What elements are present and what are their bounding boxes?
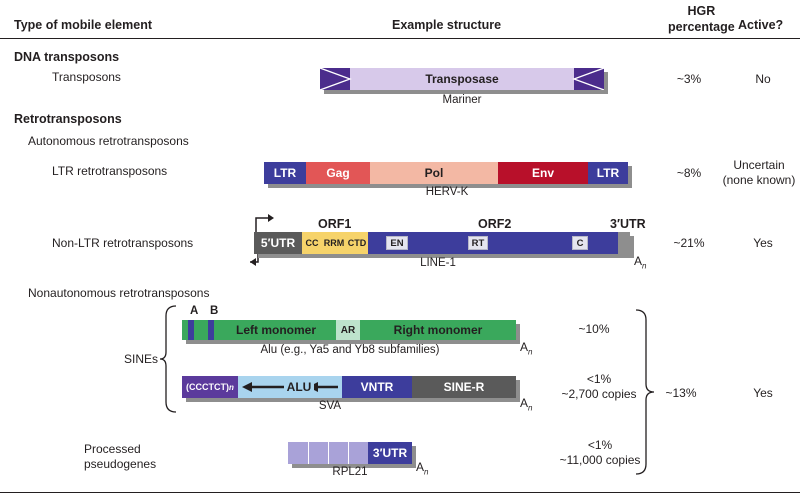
orf2-domain-rt: RT: [468, 236, 488, 250]
alu-polya: An: [520, 340, 532, 356]
rpl21-3utr-segment: 3′UTR: [368, 442, 412, 464]
label-non-ltr: Non-LTR retrotransposons: [52, 236, 194, 250]
sva-hgr: <1% ~2,700 copies: [561, 372, 637, 401]
group-active: Yes: [753, 386, 773, 400]
line-5utr-segment: 5′UTR: [254, 232, 302, 254]
sva-alu-label: ALU: [284, 376, 314, 398]
pseudo-hgr: <1% ~11,000 copies: [559, 438, 641, 467]
line1-caption: LINE-1: [420, 257, 456, 269]
section-dna-transposons: DNA transposons: [14, 50, 120, 64]
header-rule: [0, 38, 800, 39]
sva-hexamer-label: (CCCTCT): [186, 382, 230, 392]
alu-box-b-label: B: [210, 305, 219, 317]
header-type: Type of mobile element: [14, 18, 152, 32]
header-hgr: HGR percentage: [668, 4, 735, 34]
label-nonautonomous: Nonautonomous retrotransposons: [28, 286, 210, 300]
footer-rule: [0, 492, 800, 493]
line-3utr-label: 3′UTR: [610, 217, 646, 231]
orf2-domain-c: C: [572, 236, 588, 250]
sva-vntr-segment: VNTR: [342, 376, 412, 398]
mariner-element: Transposase: [320, 68, 604, 90]
ltr-active: Uncertain (none known): [722, 158, 796, 187]
alu-polya-base: A: [520, 340, 529, 354]
orf1-domain-rrm: RRM: [323, 238, 345, 248]
alu-element: Left monomer AR Right monomer: [182, 320, 516, 340]
gag-segment: Gag: [306, 162, 370, 184]
label-processed-pseudogenes: Processed pseudogenes: [84, 442, 157, 471]
line1-polya: An: [634, 254, 646, 270]
sva-alu-arrows: [242, 382, 338, 392]
rpl21-polya-base: A: [416, 460, 425, 474]
orf2-label: ORF2: [478, 217, 512, 231]
label-autonomous: Autonomous retrotransposons: [28, 134, 189, 148]
hervk-caption: HERV-K: [425, 186, 469, 198]
sva-hexamer-sub: n: [229, 382, 234, 392]
rpl21-caption: RPL21: [332, 466, 368, 478]
rpl21-exon-divider-1: [308, 442, 309, 464]
alu-box-a-label: A: [190, 305, 199, 317]
dna-active: No: [755, 72, 771, 86]
alu-box-b-mark: [208, 320, 214, 340]
ltr-hgr: ~8%: [676, 166, 702, 180]
orf1-domain-cc: CC: [305, 238, 319, 248]
sva-alu-segment: ALU: [238, 376, 342, 398]
label-sines: SINEs: [124, 352, 159, 366]
sva-polya-sub: n: [528, 403, 533, 413]
sva-polya-base: A: [520, 396, 529, 410]
line-3utr-segment: [618, 232, 630, 254]
sva-hexamer-segment: (CCCTCT) n: [182, 376, 238, 398]
mariner-tir-svg: [320, 68, 604, 90]
pol-segment: Pol: [370, 162, 498, 184]
rpl21-exon-divider-3: [348, 442, 349, 464]
alu-hgr: ~10%: [578, 322, 610, 336]
orf1-segment: CC RRM CTD: [302, 232, 368, 254]
rpl21-exon-divider-2: [328, 442, 329, 464]
group-hgr: ~13%: [665, 386, 697, 400]
header-structure: Example structure: [392, 18, 502, 32]
orf1-domain-ctd: CTD: [347, 238, 367, 248]
transposase-segment: Transposase: [425, 72, 499, 86]
label-transposons: Transposons: [52, 70, 121, 84]
alu-polya-sub: n: [528, 347, 533, 357]
alu-box-a-mark: [188, 320, 194, 340]
rpl21-polya-sub: n: [424, 467, 429, 477]
sva-siner-segment: SINE-R: [412, 376, 516, 398]
orf2-segment: EN RT C: [368, 232, 618, 254]
mariner-caption: Mariner: [442, 94, 482, 106]
sines-left-brace: [159, 305, 177, 413]
section-retrotransposons: Retrotransposons: [14, 112, 122, 126]
line1-polya-base: A: [634, 254, 643, 268]
sva-polya: An: [520, 396, 532, 412]
label-ltr-retrotransposons: LTR retrotransposons: [52, 164, 168, 178]
line-active: Yes: [753, 236, 773, 250]
orf1-label: ORF1: [318, 217, 352, 231]
line-hgr: ~21%: [673, 236, 705, 250]
ltr-left-segment: LTR: [264, 162, 306, 184]
ltr-right-segment: LTR: [588, 162, 628, 184]
alu-ar: AR: [336, 320, 360, 340]
rpl21-exons: [288, 442, 368, 464]
group-right-brace: [635, 309, 655, 475]
header-active: Active?: [738, 18, 784, 32]
alu-left-monomer: Left monomer: [235, 323, 316, 337]
sva-caption: SVA: [318, 400, 342, 412]
line1-polya-sub: n: [642, 261, 647, 271]
dna-hgr: ~3%: [676, 72, 702, 86]
orf2-domain-en: EN: [386, 236, 408, 250]
env-segment: Env: [498, 162, 588, 184]
alu-right-monomer: Right monomer: [393, 323, 483, 337]
alu-caption: Alu (e.g., Ya5 and Yb8 subfamilies): [260, 344, 440, 356]
rpl21-polya: An: [416, 460, 428, 476]
